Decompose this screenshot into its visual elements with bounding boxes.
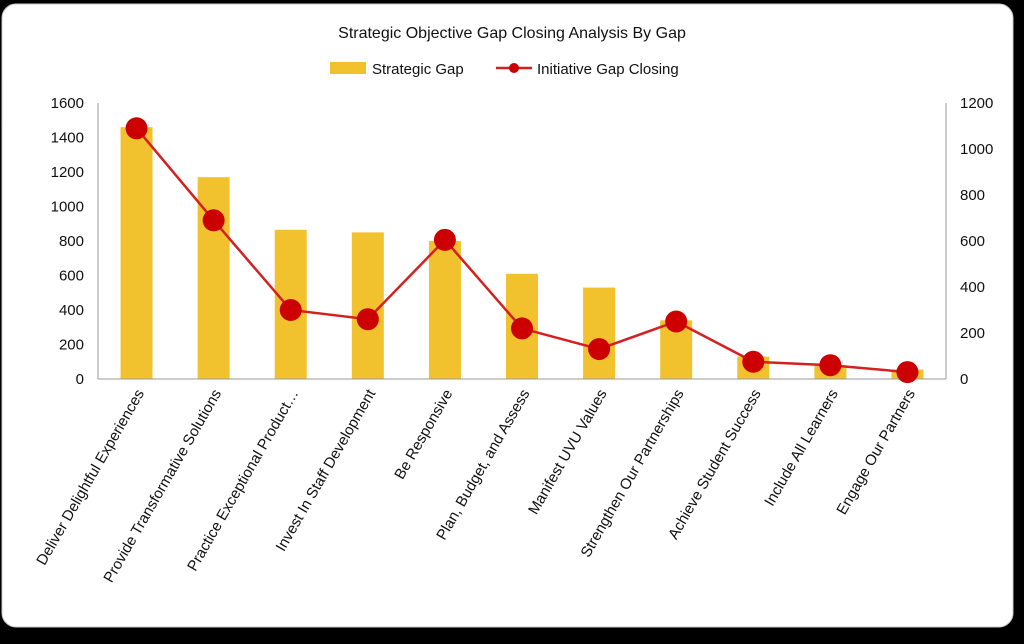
- bar-strategic-gap: [120, 127, 153, 380]
- point-initiative-gap-closing: [896, 361, 919, 384]
- bar-strategic-gap: [351, 232, 384, 379]
- y-left-tick-label: 1600: [51, 95, 84, 112]
- point-initiative-gap-closing: [356, 308, 379, 331]
- y-left-tick-label: 800: [59, 233, 84, 250]
- point-initiative-gap-closing: [588, 338, 611, 361]
- y-right-tick-label: 600: [960, 233, 985, 250]
- y-left-tick-label: 1000: [51, 199, 84, 216]
- y-left-tick-label: 400: [59, 302, 84, 319]
- legend-label-strategic-gap: Strategic Gap: [372, 61, 464, 78]
- point-initiative-gap-closing: [279, 299, 302, 321]
- point-initiative-gap-closing: [202, 209, 225, 232]
- y-right-tick-label: 1000: [960, 141, 993, 158]
- y-left-tick-label: 1200: [51, 164, 84, 181]
- bar-strategic-gap: [583, 287, 616, 379]
- y-left-tick-label: 600: [59, 268, 84, 285]
- y-right-tick-label: 1200: [960, 95, 993, 112]
- point-initiative-gap-closing: [665, 310, 688, 333]
- y-left-tick-label: 0: [76, 371, 84, 388]
- chart-title: Strategic Objective Gap Closing Analysis…: [338, 25, 686, 42]
- legend-swatch-strategic-gap: [330, 62, 366, 74]
- y-right-tick-label: 800: [960, 187, 985, 204]
- y-right-tick-label: 200: [960, 325, 985, 342]
- y-left-tick-label: 200: [59, 337, 84, 354]
- legend-label-initiative-gap-closing: Initiative Gap Closing: [537, 61, 679, 78]
- y-right-tick-label: 0: [960, 371, 968, 388]
- legend-marker-initiative-gap-closing: [509, 63, 519, 73]
- bar-strategic-gap: [428, 241, 461, 379]
- point-initiative-gap-closing: [511, 317, 533, 340]
- point-initiative-gap-closing: [433, 228, 456, 251]
- legend: Strategic Gap Initiative Gap Closing: [330, 61, 679, 78]
- y-right-tick-label: 400: [960, 279, 985, 296]
- y-left-tick-label: 1400: [51, 130, 84, 147]
- point-initiative-gap-closing: [819, 354, 842, 377]
- point-initiative-gap-closing: [125, 117, 148, 140]
- point-initiative-gap-closing: [742, 350, 765, 373]
